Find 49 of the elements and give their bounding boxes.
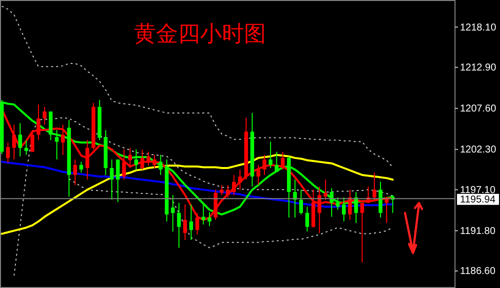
y-tick-label: 1202.30 <box>460 144 497 156</box>
ref-line-label: 1195.94 <box>460 194 496 206</box>
candlestick <box>183 204 187 240</box>
line-series <box>68 178 394 248</box>
candlestick <box>6 142 10 164</box>
candlestick <box>146 151 150 166</box>
y-tick-label: 1212.90 <box>460 62 497 74</box>
candlestick <box>18 122 22 157</box>
candlestick <box>85 140 90 180</box>
y-tick-label: 1207.60 <box>460 104 497 115</box>
candlestick <box>305 206 310 232</box>
candlestick <box>128 147 132 168</box>
candlestick <box>238 169 242 190</box>
candlestick <box>226 184 230 198</box>
candlestick <box>262 154 266 176</box>
candlestick <box>116 158 120 203</box>
candlestick <box>299 189 303 215</box>
y-tick-label: 1218.10 <box>460 22 497 34</box>
y-tick-label: 1191.80 <box>460 226 496 237</box>
candlestick <box>177 202 181 248</box>
y-tick-label: 1186.60 <box>460 266 496 278</box>
candlestick <box>158 154 163 176</box>
candlestick <box>256 164 260 186</box>
candlestick <box>280 151 285 170</box>
candlestick <box>372 172 376 200</box>
candlestick <box>12 124 16 160</box>
candlestick <box>30 130 34 152</box>
candlestick <box>152 154 156 168</box>
candlestick <box>220 184 224 196</box>
candlestick <box>42 106 46 126</box>
candlestick <box>140 148 144 170</box>
line-series <box>0 154 394 235</box>
candlestick <box>61 124 65 156</box>
candlestick <box>79 161 84 174</box>
candlestick <box>268 141 272 168</box>
candlestick <box>189 204 194 240</box>
candlestick <box>274 151 279 172</box>
candlestick <box>170 194 175 232</box>
candlestick <box>110 158 114 200</box>
candlestick <box>134 148 138 170</box>
text: 黄金四小时图 <box>134 22 266 47</box>
candlestick <box>48 110 53 141</box>
y-tick-label: 1197.10 <box>460 184 496 196</box>
candlestick <box>73 158 78 186</box>
line-series <box>1 6 394 168</box>
candlestick <box>232 174 236 196</box>
candlestick <box>122 148 126 180</box>
candlestick <box>54 130 59 160</box>
candlestick <box>324 179 328 200</box>
